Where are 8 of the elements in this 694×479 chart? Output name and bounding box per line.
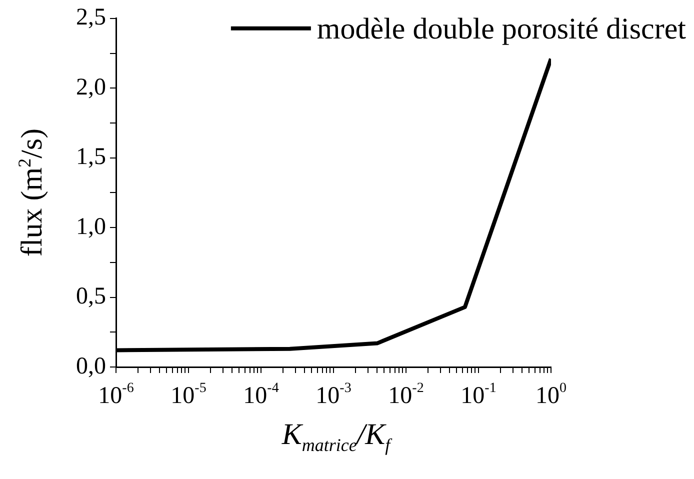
y-tick-label: 1,5	[76, 144, 106, 170]
y-tick-label: 0,0	[76, 353, 106, 380]
y-tick-label: 0,5	[76, 284, 106, 310]
x-axis-title: K$_{matrice}$/K$_{f}$	[280, 418, 394, 456]
y-tick-label: 2,5	[76, 4, 106, 31]
y-tick-label: 1,0	[76, 214, 106, 240]
legend-label: modèle double porosité discret	[316, 12, 687, 46]
y-tick-label: 2,0	[76, 74, 106, 100]
